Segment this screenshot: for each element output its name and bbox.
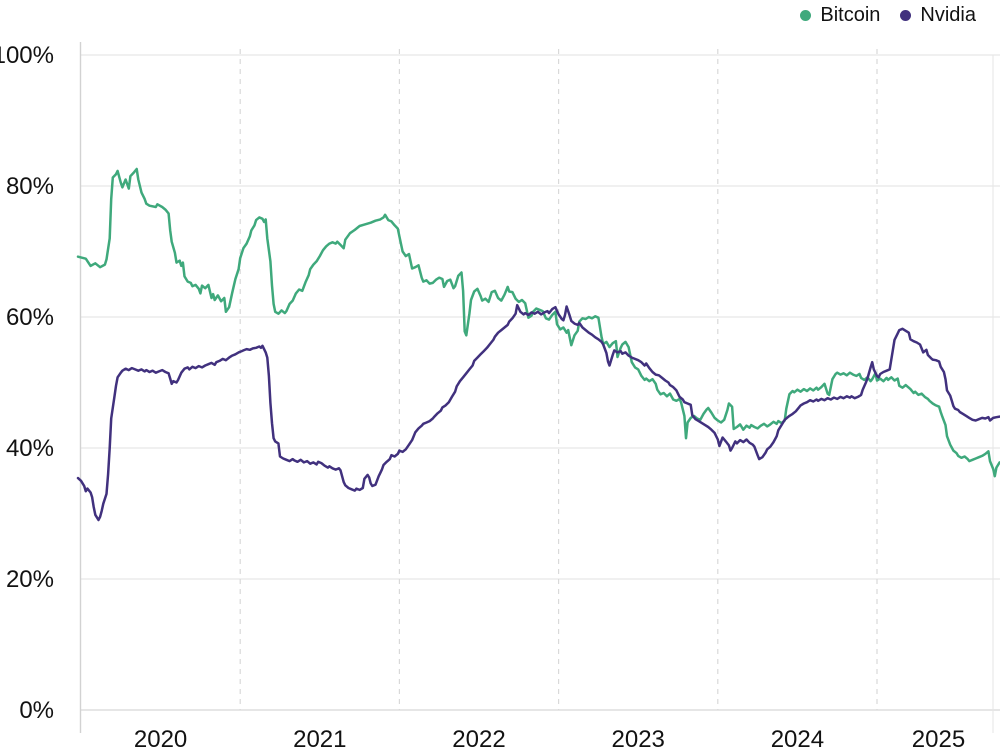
x-axis-tick-label: 2021 bbox=[293, 726, 346, 753]
series-line-nvidia bbox=[76, 303, 1000, 522]
y-axis-tick-label: 20% bbox=[6, 566, 54, 593]
x-axis-tick-label: 2022 bbox=[452, 726, 505, 753]
y-axis-tick-label: 0% bbox=[19, 697, 54, 724]
x-axis-tick-label: 2023 bbox=[612, 726, 665, 753]
legend-label-nvidia: Nvidia bbox=[920, 4, 976, 26]
y-axis-tick-label: 40% bbox=[6, 435, 54, 462]
x-axis-tick-label: 2025 bbox=[912, 726, 965, 753]
nvidia-dot-icon bbox=[900, 10, 912, 21]
legend-label-bitcoin: Bitcoin bbox=[820, 4, 881, 26]
series-line-bitcoin bbox=[76, 167, 1000, 478]
y-axis-tick-label: 80% bbox=[6, 173, 54, 200]
x-axis-tick-label: 2024 bbox=[771, 726, 824, 753]
y-axis-tick-label: 100% bbox=[0, 42, 54, 69]
x-axis-tick-label: 2020 bbox=[134, 726, 187, 753]
bitcoin-dot-icon bbox=[800, 10, 812, 21]
legend-item-nvidia: Nvidia bbox=[900, 4, 976, 27]
legend-item-bitcoin: Bitcoin bbox=[800, 4, 880, 27]
chart-legend: Bitcoin Nvidia bbox=[800, 4, 976, 27]
y-axis-tick-label: 60% bbox=[6, 304, 54, 331]
